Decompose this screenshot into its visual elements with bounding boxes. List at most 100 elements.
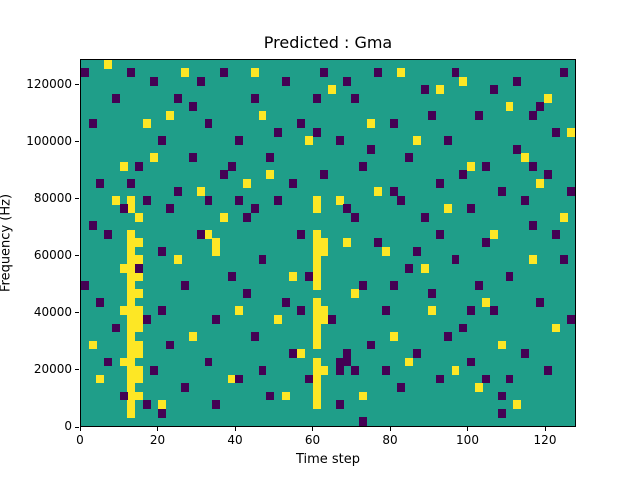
y-tick-mark [75,255,79,257]
heatmap-cell-low [219,68,228,78]
heatmap-cell-low [150,76,159,86]
heatmap-cell-high [397,68,406,78]
heatmap-cell-high [127,383,136,392]
heatmap-cell-low [158,246,167,256]
heatmap-cell-low [497,187,506,197]
heatmap-cell-high [312,297,321,307]
x-tick-mark [312,427,313,431]
heatmap-cell-high [135,391,143,401]
heatmap-cell-low [374,238,383,248]
heatmap-cell-high [551,323,560,333]
heatmap-cell-high [127,238,136,248]
heatmap-cell-low [258,366,267,375]
heatmap-cell-low [505,272,514,282]
heatmap-cell-low [436,178,445,188]
heatmap-cell-high [173,255,182,265]
heatmap-cell-high [127,263,136,273]
heatmap-cell-high [358,391,367,401]
heatmap-cell-low [297,229,306,239]
heatmap-cell-low [273,127,282,137]
heatmap-cell-low [96,178,105,188]
heatmap-cell-high [127,255,136,265]
heatmap-cell-high [343,238,352,248]
heatmap-cell-low [536,297,545,307]
x-tick-mark [467,427,468,431]
heatmap-cell-low [405,263,414,273]
heatmap-cell-high [559,212,568,222]
heatmap-cell-high [312,204,321,214]
heatmap-cell-low [536,102,545,112]
heatmap-cell-high [127,272,136,282]
heatmap-cell-low [181,280,190,290]
heatmap-cell-low [559,255,568,265]
heatmap-cell-high [135,306,143,316]
heatmap-cell-low [119,391,128,401]
heatmap-cell-low [374,68,383,78]
heatmap-cell-low [482,374,491,384]
heatmap-cell-low [289,178,298,188]
heatmap-cell-low [420,212,429,222]
heatmap-cell-high [119,263,128,273]
heatmap-cell-high [513,400,522,409]
heatmap-cell-low [551,229,560,239]
heatmap-cell-high [490,229,499,239]
heatmap-cell-low [366,144,375,154]
heatmap-cell-low [567,315,575,324]
heatmap-cell-high [520,153,529,163]
heatmap-cell-high [104,60,113,69]
heatmap-cell-low [81,68,89,78]
heatmap-cell-low [436,374,445,384]
x-tick-mark [157,427,158,431]
heatmap-cell-low [173,187,182,197]
heatmap-cell-high [127,306,136,316]
heatmap-cell-low [165,204,174,214]
heatmap-cell-high [189,332,198,341]
heatmap-cell-low [142,195,151,205]
y-axis-label: Frequency (Hz) [0,193,14,293]
heatmap-cell-high [482,297,491,307]
heatmap-cell-low [235,136,244,146]
heatmap-cell-low [250,93,259,103]
heatmap-cell-low [520,349,529,358]
heatmap-cell-high [389,332,398,341]
heatmap-cell-low [459,170,468,180]
heatmap-cell-low [219,170,228,180]
heatmap-cell-high [451,366,460,375]
heatmap-cell-low [181,383,190,392]
heatmap-cell-low [412,246,421,256]
heatmap-cell-low [358,161,367,171]
y-tick-mark [75,369,79,371]
heatmap-cell-low [312,127,321,137]
heatmap-cell-low [443,136,452,146]
heatmap-cell-high [544,93,553,103]
heatmap-cell-low [497,408,506,418]
heatmap-cell-low [351,212,360,222]
heatmap-cell-low [513,76,522,86]
heatmap-cell-low [119,204,128,214]
heatmap-cell-low [513,144,522,154]
x-tick-label: 0 [76,433,84,447]
heatmap-cell-high [528,255,537,265]
heatmap-cell-high [150,153,159,163]
heatmap-cell-low [135,161,143,171]
heatmap-cell-high [127,280,136,290]
heatmap-cell-low [466,306,475,316]
heatmap-cell-high [312,306,321,316]
heatmap-cell-high [474,383,483,392]
heatmap-cell-low [104,229,113,239]
heatmap-cell-high [135,340,143,350]
heatmap-cell-high [127,374,136,384]
heatmap-cell-low [320,68,329,78]
heatmap-cell-low [497,391,506,401]
heatmap-cell-low [227,161,236,171]
heatmap-cell-low [320,170,329,180]
heatmap-cell-high [412,136,421,146]
heatmap-cell-high [312,323,321,333]
heatmap-cell-low [328,315,336,324]
heatmap-cell-low [189,102,198,112]
heatmap-cell-low [351,93,360,103]
heatmap-cell-low [297,119,306,129]
heatmap-cell-high [312,229,321,239]
heatmap-cell-high [127,289,136,299]
heatmap-cell-high [335,195,344,205]
